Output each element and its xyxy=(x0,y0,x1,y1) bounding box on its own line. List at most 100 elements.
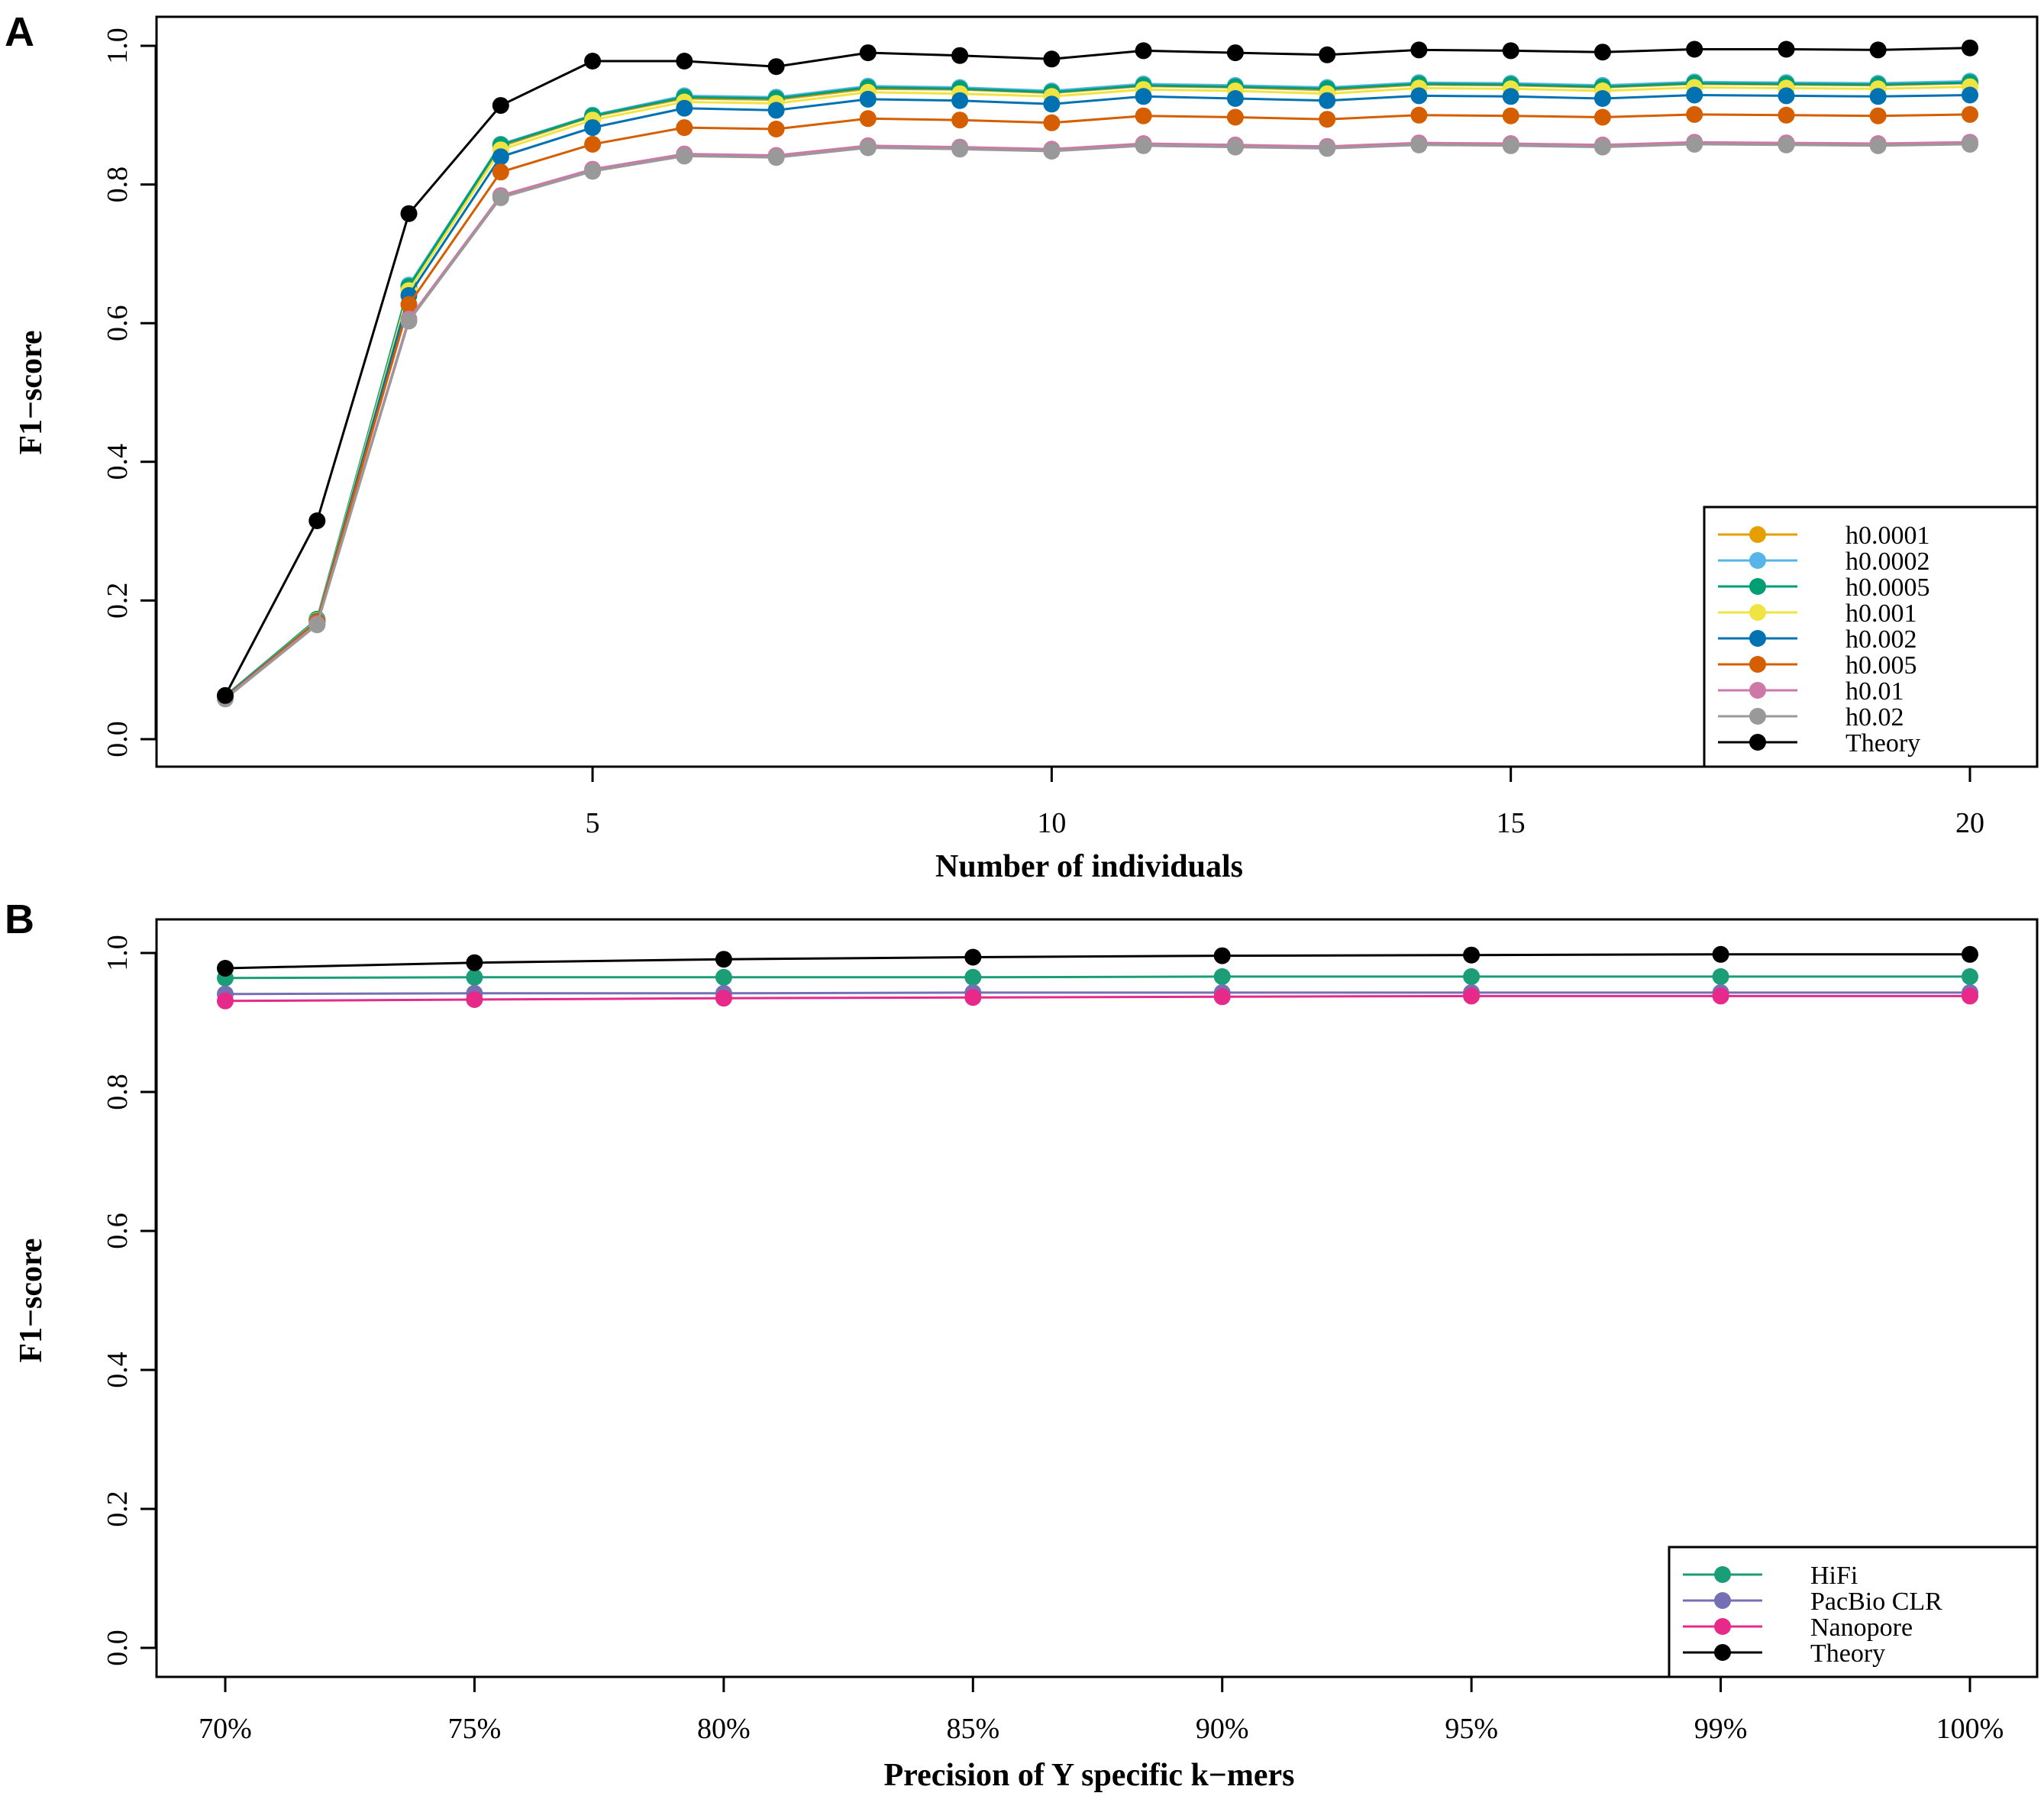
data-point xyxy=(1962,135,1978,153)
data-point xyxy=(1410,136,1428,153)
data-point xyxy=(1463,967,1481,985)
legend-swatch-marker xyxy=(1749,656,1766,673)
x-axis-title: Precision of Y specific k−mers xyxy=(884,1758,1295,1793)
data-point xyxy=(1213,947,1231,964)
x-tick-label: 10 xyxy=(1037,807,1066,839)
x-tick-label: 100% xyxy=(1936,1713,2004,1745)
y-tick-label: 0.2 xyxy=(102,583,134,619)
data-point xyxy=(492,97,509,115)
y-tick-label: 0.4 xyxy=(102,444,134,480)
data-point xyxy=(1319,46,1336,63)
data-point xyxy=(1686,40,1703,58)
legend-label: Theory xyxy=(1810,1639,1885,1668)
series-h0-02 xyxy=(217,135,1978,708)
x-tick-label: 70% xyxy=(199,1713,252,1745)
panel-a-chart: 0.0 0.2 0.4 0.6 0.8 1.0 5 10 15 20 Number of indiv… xyxy=(14,15,2039,884)
legend-swatch-marker xyxy=(1749,708,1766,725)
legend-item-h0-002: h0.002 xyxy=(1718,625,1917,654)
x-tick-label: 95% xyxy=(1445,1713,1498,1745)
legend-label: h0.01 xyxy=(1845,677,1904,706)
series-line-h0-002 xyxy=(224,93,1971,698)
data-point xyxy=(1594,90,1611,107)
y-tick-label: 0.8 xyxy=(102,166,134,203)
data-point xyxy=(1869,41,1887,59)
legend-item-pacbio-clr: PacBio CLR xyxy=(1683,1588,1942,1616)
data-point xyxy=(1213,988,1231,1006)
x-tick-label: 15 xyxy=(1497,807,1526,839)
data-point xyxy=(676,119,693,137)
series-line-theory xyxy=(224,47,1971,696)
data-point xyxy=(584,163,602,180)
y-axis-title: F1−score xyxy=(14,330,49,454)
data-point xyxy=(951,92,969,109)
data-point xyxy=(1319,111,1336,128)
data-point xyxy=(1463,946,1481,964)
data-point xyxy=(859,139,877,157)
data-point xyxy=(1778,106,1795,124)
data-point xyxy=(1962,967,1978,985)
legend-label: h0.005 xyxy=(1845,651,1917,680)
y-tick-label: 0.0 xyxy=(102,1630,134,1666)
data-point xyxy=(584,53,602,69)
data-point xyxy=(1502,137,1519,154)
data-point xyxy=(859,110,877,128)
data-point xyxy=(859,90,877,108)
y-tick-label: 1.0 xyxy=(102,935,134,971)
legend: h0.0001h0.0002h0.0005h0.001h0.002h0.005h… xyxy=(1703,506,2039,768)
data-point xyxy=(1962,39,1978,57)
data-point xyxy=(715,968,732,986)
legend-swatch-marker xyxy=(1749,552,1766,569)
data-point xyxy=(767,102,785,119)
legend-swatch-marker xyxy=(1749,734,1766,751)
data-point xyxy=(1043,143,1061,160)
legend-swatch-marker xyxy=(1749,578,1766,595)
data-point xyxy=(1410,41,1428,59)
legend-label: h0.02 xyxy=(1845,703,1904,732)
data-point xyxy=(1962,86,1978,104)
data-point xyxy=(217,960,234,977)
legend-item-h0-001: h0.001 xyxy=(1718,599,1917,628)
legend-swatch-marker xyxy=(1714,1592,1731,1609)
data-point xyxy=(1778,136,1795,153)
data-point xyxy=(400,312,418,330)
data-point xyxy=(767,58,785,76)
x-tick-label: 75% xyxy=(448,1713,502,1745)
data-point xyxy=(492,163,509,181)
data-point xyxy=(466,991,483,1008)
x-tick-label: 85% xyxy=(946,1713,999,1745)
data-point xyxy=(1712,945,1729,963)
data-point xyxy=(951,47,969,64)
legend-item-h0-01: h0.01 xyxy=(1718,677,1904,706)
legend-label: h0.002 xyxy=(1845,625,1917,654)
series-nanopore xyxy=(217,987,1978,1009)
legend-swatch-marker xyxy=(1749,526,1766,543)
data-point xyxy=(400,296,418,313)
data-point xyxy=(1319,92,1336,109)
data-point xyxy=(1410,87,1428,105)
data-point xyxy=(964,989,982,1006)
legend-item-h0-02: h0.02 xyxy=(1718,703,1904,732)
y-tick-label: 0.8 xyxy=(102,1074,134,1110)
data-point xyxy=(964,968,982,986)
data-point xyxy=(1594,44,1611,61)
data-point xyxy=(1962,945,1978,963)
series-theory xyxy=(217,945,1978,977)
data-point xyxy=(308,616,326,634)
data-point xyxy=(1135,137,1152,154)
x-tick-label: 99% xyxy=(1694,1713,1748,1745)
x-tick-label: 5 xyxy=(586,807,600,839)
data-point xyxy=(1686,86,1703,104)
legend-item-nanopore: Nanopore xyxy=(1683,1614,1913,1642)
x-tick-label: 80% xyxy=(697,1713,751,1745)
panel-b-chart: 0.0 0.2 0.4 0.6 0.8 1.0 70% 75% 80% 85% 90% 95% 99% 1… xyxy=(14,918,2039,1793)
series-line-hifi xyxy=(224,975,1970,980)
legend-label: Nanopore xyxy=(1810,1614,1913,1642)
legend-swatch-marker xyxy=(1714,1644,1731,1661)
legend-item-h0-0001: h0.0001 xyxy=(1718,522,1930,550)
data-point xyxy=(466,968,483,986)
series-line-h0-0005 xyxy=(224,81,1971,697)
legend-label: PacBio CLR xyxy=(1810,1588,1942,1616)
data-point xyxy=(492,189,509,206)
